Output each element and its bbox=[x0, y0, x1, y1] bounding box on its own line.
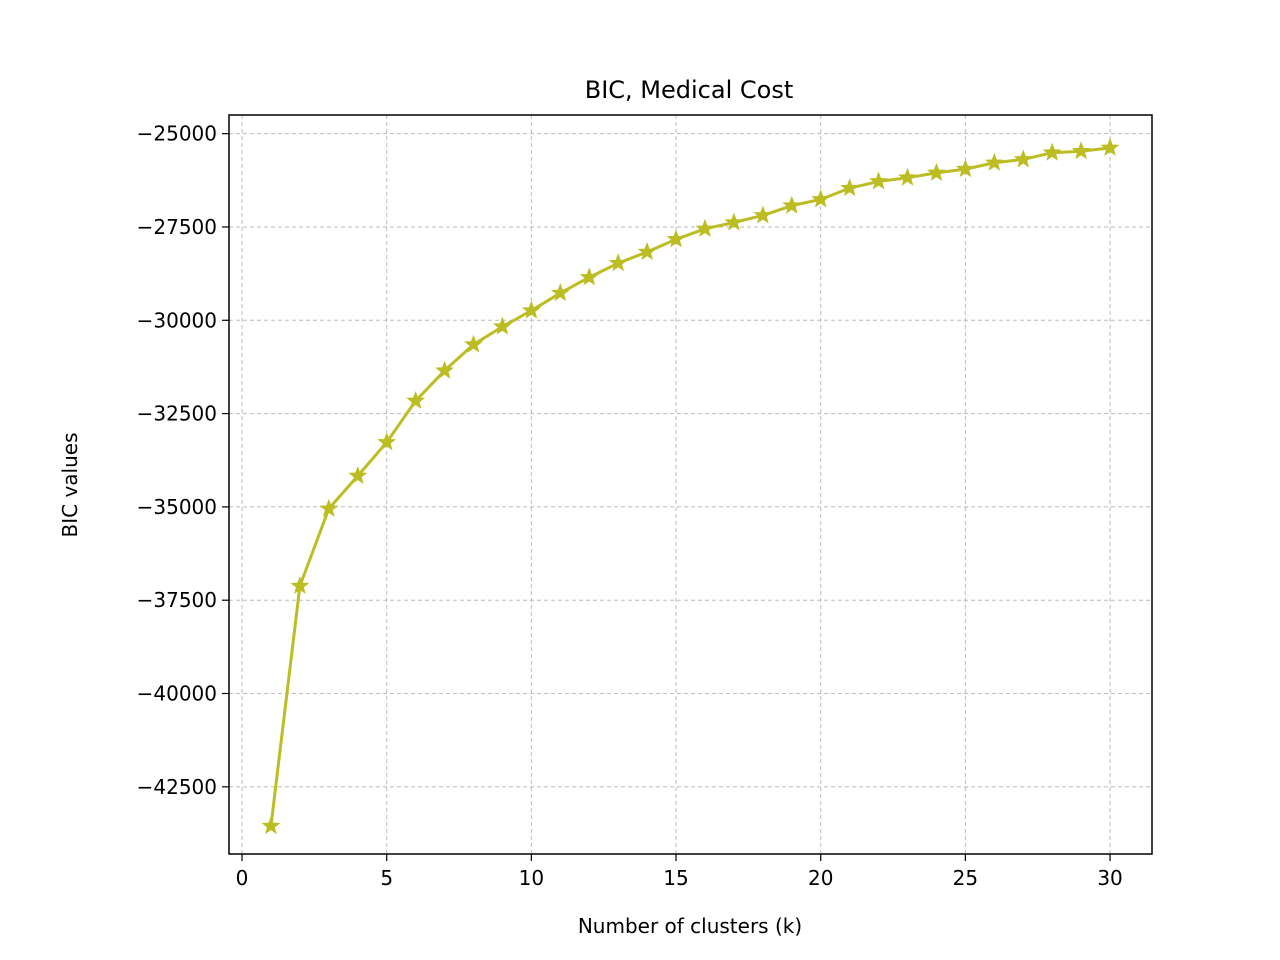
data-point-marker bbox=[521, 300, 541, 319]
x-tick-label: 30 bbox=[1097, 866, 1122, 890]
axis-ticks: 0 5 10 15 20 25 30 −25000 −27500 −30000 −32500 −350… bbox=[137, 122, 1123, 890]
data-point-marker bbox=[811, 189, 831, 208]
plot-frame bbox=[228, 114, 1153, 855]
data-point-marker bbox=[840, 178, 860, 197]
data-point-marker bbox=[608, 253, 628, 272]
data-point-marker bbox=[377, 432, 397, 451]
x-tick-label: 25 bbox=[953, 866, 978, 890]
y-tick-label: −25000 bbox=[137, 122, 217, 146]
data-point-marker bbox=[550, 283, 570, 302]
data-point-marker bbox=[666, 229, 686, 248]
series-bic bbox=[261, 137, 1120, 835]
y-tick-label: −35000 bbox=[137, 495, 217, 519]
data-point-marker bbox=[492, 316, 512, 335]
data-point-marker bbox=[753, 205, 773, 224]
data-point-marker bbox=[1100, 137, 1120, 156]
x-tick-label: 15 bbox=[663, 866, 688, 890]
data-point-marker bbox=[579, 267, 599, 286]
data-point-marker bbox=[1071, 141, 1091, 160]
x-tick-label: 5 bbox=[380, 866, 393, 890]
data-point-marker bbox=[464, 334, 483, 353]
data-point-marker bbox=[319, 498, 339, 517]
y-axis-label: BIC values bbox=[58, 433, 82, 538]
data-point-marker bbox=[695, 218, 715, 237]
data-point-marker bbox=[1013, 149, 1033, 168]
data-point-marker bbox=[927, 162, 946, 181]
y-tick-label: −27500 bbox=[137, 215, 217, 239]
data-point-marker bbox=[869, 171, 889, 190]
data-point-marker bbox=[724, 212, 744, 231]
x-tick-label: 20 bbox=[808, 866, 833, 890]
y-tick-label: −32500 bbox=[137, 402, 217, 426]
data-point-marker bbox=[261, 816, 281, 835]
chart-title: BIC, Medical Cost bbox=[585, 76, 794, 104]
data-point-marker bbox=[984, 152, 1004, 171]
data-point-marker bbox=[290, 576, 310, 595]
x-axis-label: Number of clusters (k) bbox=[578, 914, 802, 938]
y-tick-label: −40000 bbox=[137, 682, 217, 706]
data-point-marker bbox=[348, 465, 368, 484]
data-point-marker bbox=[782, 195, 802, 214]
y-tick-label: −30000 bbox=[137, 308, 217, 332]
data-point-marker bbox=[1042, 142, 1062, 161]
y-tick-label: −37500 bbox=[137, 588, 217, 612]
data-point-marker bbox=[406, 390, 426, 409]
y-tick-label: −42500 bbox=[137, 775, 217, 799]
x-tick-label: 0 bbox=[236, 866, 249, 890]
x-tick-label: 10 bbox=[519, 866, 544, 890]
data-point-marker bbox=[955, 159, 975, 178]
data-point-marker bbox=[637, 242, 657, 261]
data-point-marker bbox=[898, 167, 917, 186]
data-point-marker bbox=[435, 360, 454, 379]
